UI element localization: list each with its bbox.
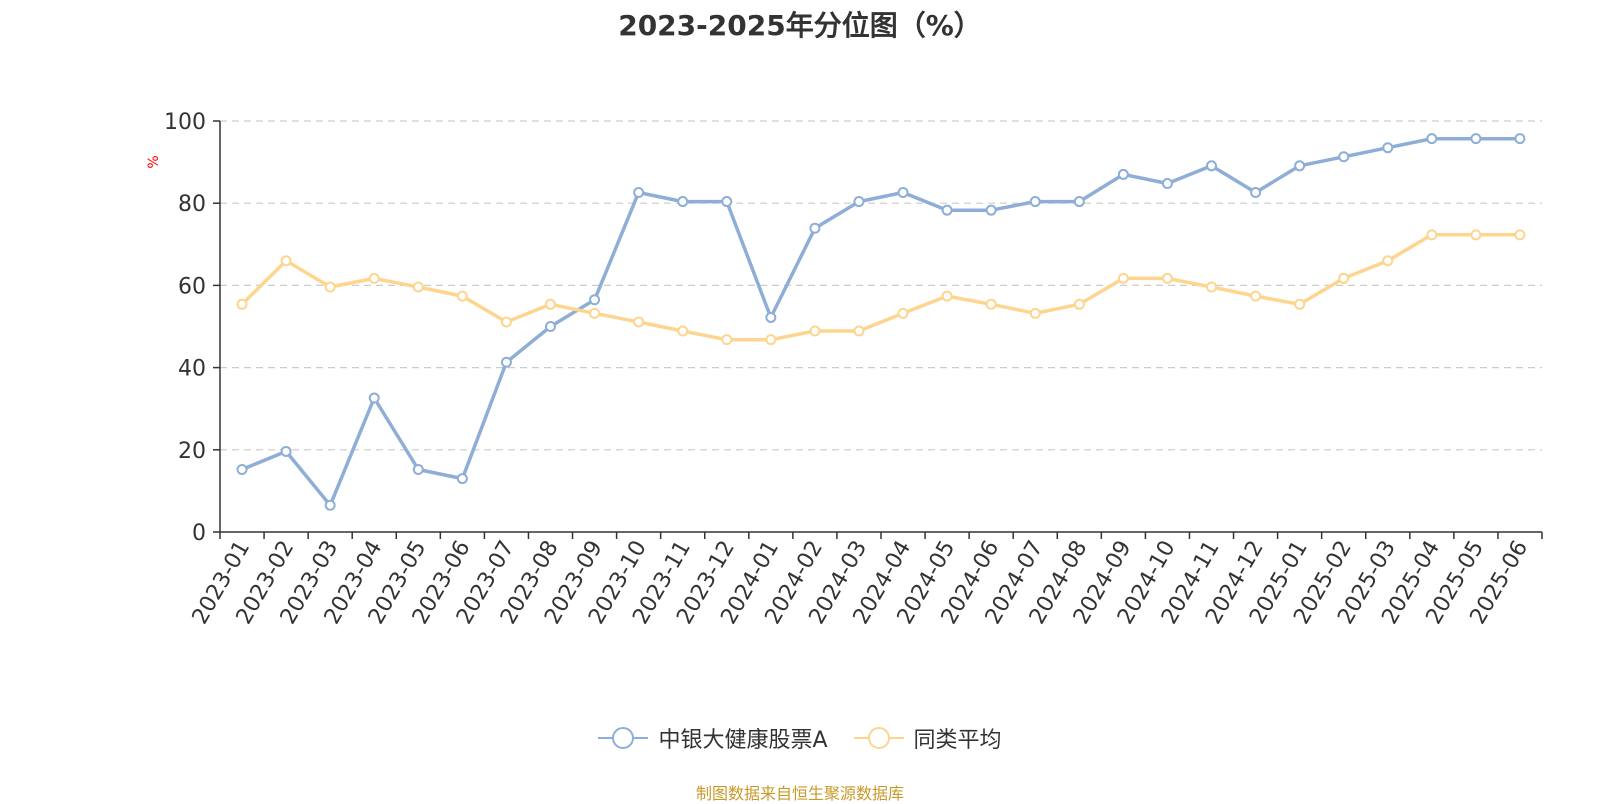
series-1-point <box>765 311 777 323</box>
series-1-point <box>589 294 601 306</box>
grid-lines <box>220 120 1542 451</box>
series-1-point <box>1073 196 1085 208</box>
series-2-point <box>1073 298 1085 310</box>
series-1-point <box>1338 151 1350 163</box>
legend-series-1-marker-icon <box>598 727 649 749</box>
series-2-point <box>677 325 689 337</box>
series-1-point <box>1206 160 1217 172</box>
series-2-point <box>236 298 248 310</box>
series-2-point <box>1382 255 1394 267</box>
series-2-point <box>324 281 336 293</box>
series-1-point <box>721 196 733 208</box>
legend: 中银大健康股票A 同类平均 <box>0 722 1600 754</box>
x-tick-labels: 2023-012023-022023-032023-042023-052023-… <box>188 537 1534 629</box>
series-1-point <box>1382 142 1394 154</box>
series-1-point <box>941 204 953 216</box>
legend-item-series-1[interactable]: 中银大健康股票A <box>598 722 828 754</box>
series-1-point <box>236 464 248 476</box>
series-2-point <box>1338 272 1350 284</box>
series-1-point <box>853 196 865 208</box>
series-2-point <box>1294 298 1306 310</box>
legend-series-1-label: 中银大健康股票A <box>658 728 828 753</box>
series-2-point <box>941 290 953 302</box>
series-1-point <box>280 445 292 457</box>
series-2-point <box>1470 229 1482 241</box>
series-1-point <box>1426 133 1438 145</box>
series-2-point <box>456 290 468 302</box>
series-1-point <box>1470 133 1482 145</box>
series-2-point <box>1250 290 1262 302</box>
series-2-point <box>1514 229 1526 241</box>
series-1-point <box>633 187 645 199</box>
legend-series-2-marker-icon <box>853 727 904 749</box>
y-tick-label: 60 <box>178 274 206 299</box>
axes <box>213 120 1543 539</box>
chart-title: 2023-2025年分位图（%） <box>618 9 982 42</box>
series-1-point <box>897 187 909 199</box>
series-2-point <box>1426 229 1438 241</box>
series-2-point <box>809 325 821 337</box>
series-1-point <box>1117 168 1129 180</box>
series-2-point <box>1161 272 1173 284</box>
series-2-point <box>589 307 601 319</box>
series-1-point <box>545 321 556 332</box>
y-axis-label: % <box>146 155 162 168</box>
series-2-point <box>412 281 424 293</box>
y-tick-labels: 0 20 40 60 80 100 <box>164 110 206 546</box>
series-2-point <box>1117 272 1129 284</box>
series-2-point <box>1206 281 1217 293</box>
legend-item-series-2[interactable]: 同类平均 <box>853 722 1002 754</box>
series-2-point <box>633 316 645 328</box>
series-1-point <box>412 464 424 476</box>
series-2-point <box>853 325 865 337</box>
series-2-point <box>545 298 556 310</box>
series-1-point <box>985 204 997 216</box>
y-tick-label: 80 <box>178 192 206 217</box>
series-1-point <box>368 392 380 404</box>
series-1-point <box>1161 177 1173 189</box>
y-tick-label: 40 <box>178 357 206 382</box>
series-1-line <box>240 136 1522 508</box>
series-2-line <box>240 233 1522 342</box>
y-tick-label: 0 <box>192 521 206 546</box>
series-2-point <box>765 334 777 346</box>
series-1-point <box>1250 187 1262 199</box>
series-2-point <box>1029 307 1041 319</box>
series-1-point <box>1514 133 1526 145</box>
series-2-point <box>280 255 292 267</box>
series-2-point <box>368 272 380 284</box>
series-1-point <box>324 499 336 511</box>
series-2-point <box>500 316 512 328</box>
legend-series-2-label: 同类平均 <box>913 728 1002 753</box>
series-1-point <box>1294 160 1306 172</box>
series-1-point <box>500 356 512 368</box>
series-1-point <box>809 222 821 234</box>
series-1-point <box>677 196 689 208</box>
series-2-point <box>897 307 909 319</box>
source-note: 制图数据来自恒生聚源数据库 <box>695 784 904 803</box>
series-lines <box>236 133 1526 511</box>
y-tick-label: 20 <box>178 439 206 464</box>
y-tick-label: 100 <box>164 110 206 135</box>
series-1-point <box>1029 196 1041 208</box>
series-2-point <box>985 298 997 310</box>
series-1-point <box>456 473 468 485</box>
series-2-point <box>721 334 733 346</box>
